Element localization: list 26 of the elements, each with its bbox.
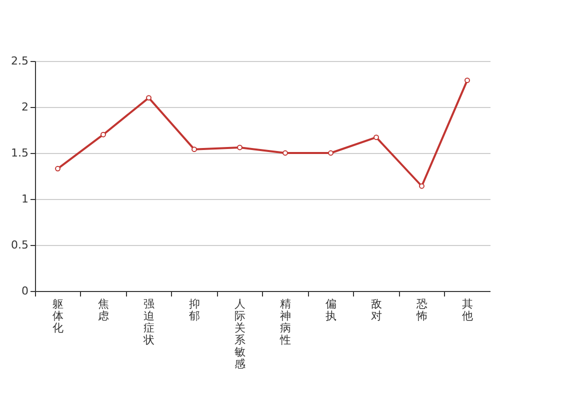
x-tick-label: 敌对 [370,298,382,322]
y-tick-label: 2.5 [11,54,28,68]
y-tick-label: 0.5 [11,238,28,252]
point [282,150,288,156]
point [146,95,152,101]
y-tick-label: 1 [22,192,28,206]
point [464,78,470,84]
x-tick-label: 其他 [462,298,473,322]
x-tick-label: 抑郁 [188,298,200,322]
point [419,183,424,189]
point [374,134,379,140]
point [55,166,60,172]
x-tick-label: 强迫症状 [142,298,154,346]
y-tick-label: 0 [22,284,28,298]
x-tick-label: 恐怖 [415,298,428,322]
point [237,144,242,150]
x-tick-label: 偏执 [325,298,336,322]
x-tick-label: 人际关系敏感 [234,298,246,370]
x-tick-label: 精神病性 [278,298,291,346]
y-tick-label: 1.5 [11,146,28,160]
x-tick-label: 焦虑 [98,298,109,322]
point [100,132,106,138]
point [328,150,334,156]
point [192,146,197,152]
y-tick-label: 2 [22,100,28,114]
x-tick-label: 躯体化 [52,298,64,334]
